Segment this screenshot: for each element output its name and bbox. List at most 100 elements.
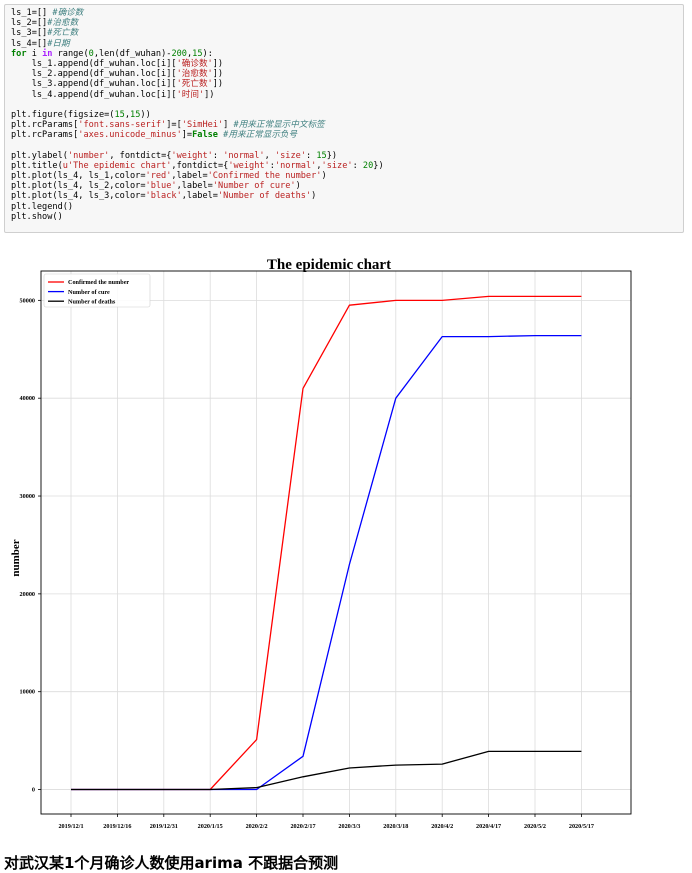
code-token: 15 <box>130 109 141 120</box>
code-token: u'The epidemic chart' <box>62 160 172 171</box>
x-tick-label: 2020/2/17 <box>290 823 315 830</box>
y-tick-label: 10000 <box>20 689 35 696</box>
code-token: ]) <box>212 79 224 90</box>
code-token: plt.figure(figsize=( <box>11 109 115 120</box>
series-line-1 <box>71 334 582 791</box>
chart-legend: Confirmed the number Number of cure Number… <box>43 273 151 308</box>
code-token: plt.legend() <box>11 201 74 212</box>
y-axis-label: number <box>10 539 22 576</box>
code-token: 15 <box>316 150 327 161</box>
code-token: 'size' <box>274 150 306 161</box>
code-token: 'black' <box>145 191 182 202</box>
legend-entry: Number of deaths <box>68 298 116 305</box>
code-token: 'number' <box>67 150 110 161</box>
code-token: : <box>269 160 275 171</box>
code-token: ]) <box>212 58 224 69</box>
code-editor[interactable]: ls_1=[] #确诊数 ls_2=[]#治愈数 ls_3=[]#死亡数 ls_4=[… <box>11 8 677 222</box>
code-token: ): <box>202 48 213 59</box>
code-token: 'Number of cure' <box>212 181 296 192</box>
x-tick-label: 2020/3/18 <box>383 823 408 830</box>
code-line: plt.plot(ls_4, ls_3,color='black',label=… <box>11 191 677 201</box>
code-line: plt.rcParams['font.sans-serif']=['SimHei… <box>11 120 677 130</box>
code-token: 'normal' <box>223 150 265 161</box>
code-token: ls_1.append(df_wuhan.loc[i][ <box>11 58 177 69</box>
code-line <box>11 100 677 110</box>
y-tick-label: 30000 <box>20 493 35 500</box>
code-token: 'SimHei' <box>181 120 224 131</box>
code-line: ls_3=[]#死亡数 <box>11 28 677 38</box>
code-token: plt.plot(ls_4, ls_2,color= <box>11 181 146 192</box>
x-tick-label: 2020/1/15 <box>198 823 223 830</box>
code-token: for <box>11 48 27 59</box>
code-token: 'normal' <box>274 160 317 171</box>
code-token: : <box>352 160 363 171</box>
code-token: ls_3=[] <box>11 28 48 39</box>
code-token: ls_1=[] <box>11 8 53 18</box>
code-token: , <box>186 48 193 59</box>
code-token: plt.title( <box>11 160 63 171</box>
code-token: plt.show() <box>11 211 63 222</box>
grid-layer <box>41 271 631 814</box>
code-token: 'axes.unicode_minus' <box>78 130 182 141</box>
code-token: ls_4=[] <box>11 38 48 49</box>
code-token: plt.plot(ls_4, ls_3,color= <box>11 191 146 202</box>
code-token: plt.plot(ls_4, ls_1,color= <box>11 171 146 181</box>
code-line: plt.legend() <box>11 202 677 212</box>
code-token: #日期 <box>47 38 70 49</box>
code-token: 15 <box>192 48 203 59</box>
code-token: ) <box>321 171 327 181</box>
section-heading: 对武汉某1个月确诊人数使用arima 不跟据合预测 <box>4 854 339 872</box>
x-tick-label: 2020/5/2 <box>524 823 546 830</box>
y-tick-label: 50000 <box>20 297 35 304</box>
code-token: )) <box>140 109 151 120</box>
code-token: 'blue' <box>145 181 177 192</box>
code-token: range( <box>52 48 89 59</box>
code-token: '死亡数' <box>176 79 213 90</box>
code-token: ls_2=[] <box>11 18 48 29</box>
code-token: False <box>192 130 218 141</box>
code-token: '确诊数' <box>176 58 213 69</box>
code-line: plt.plot(ls_4, ls_1,color='red',label='C… <box>11 171 677 181</box>
code-token: #确诊数 <box>52 8 84 18</box>
code-token: '治愈数' <box>176 69 213 80</box>
code-cell[interactable]: ls_1=[] #确诊数 ls_2=[]#治愈数 ls_3=[]#死亡数 ls_4=[… <box>4 4 684 233</box>
chart-title: The epidemic chart <box>267 257 391 273</box>
code-token: plt.rcParams[ <box>11 120 79 131</box>
code-token: ]= <box>181 130 193 141</box>
legend-entry: Number of cure <box>68 289 110 296</box>
legend-entry: Confirmed the number <box>68 279 129 286</box>
code-line: plt.show() <box>11 212 677 222</box>
code-token: 'font.sans-serif' <box>78 120 167 131</box>
code-line: plt.rcParams['axes.unicode_minus']=False… <box>11 130 677 140</box>
code-line: ls_1=[] #确诊数 <box>11 8 677 18</box>
code-token: plt.rcParams[ <box>11 130 79 141</box>
code-token: #死亡数 <box>47 28 79 39</box>
code-line: ls_4=[]#日期 <box>11 39 677 49</box>
code-token: #用来正常显示中文标签 <box>233 120 325 131</box>
code-token: 'Confirmed the number' <box>207 171 322 181</box>
code-line: ls_2.append(df_wuhan.loc[i]['治愈数']) <box>11 69 677 79</box>
series-layer <box>71 295 582 791</box>
y-tick-label: 40000 <box>20 395 35 402</box>
legend-box <box>43 273 151 308</box>
code-token: 200 <box>171 48 187 59</box>
code-token: }) <box>326 150 338 161</box>
code-line: ls_2=[]#治愈数 <box>11 18 677 28</box>
code-token: , <box>124 109 131 120</box>
code-token: , <box>316 160 322 171</box>
code-token: ,len(df_wuhan)- <box>93 48 172 59</box>
code-token: 'weight' <box>228 160 270 171</box>
code-token: 'Number of deaths' <box>217 191 312 202</box>
x-tick-label: 2020/4/17 <box>476 823 501 830</box>
code-token: : <box>212 150 224 161</box>
chart-svg: The epidemic chart number 2019/12/1 2019/… <box>10 257 632 830</box>
code-token: }) <box>373 160 384 171</box>
y-tick-label: 20000 <box>20 591 35 598</box>
x-tick-label: 2019/12/16 <box>103 823 131 830</box>
code-line: for i in range(0,len(df_wuhan)-200,15): <box>11 49 677 59</box>
code-token: #治愈数 <box>47 18 79 29</box>
code-token: 'size' <box>321 160 353 171</box>
code-token: ]) <box>212 69 224 80</box>
code-token: ,label= <box>171 171 208 181</box>
plot-frame <box>40 270 632 815</box>
